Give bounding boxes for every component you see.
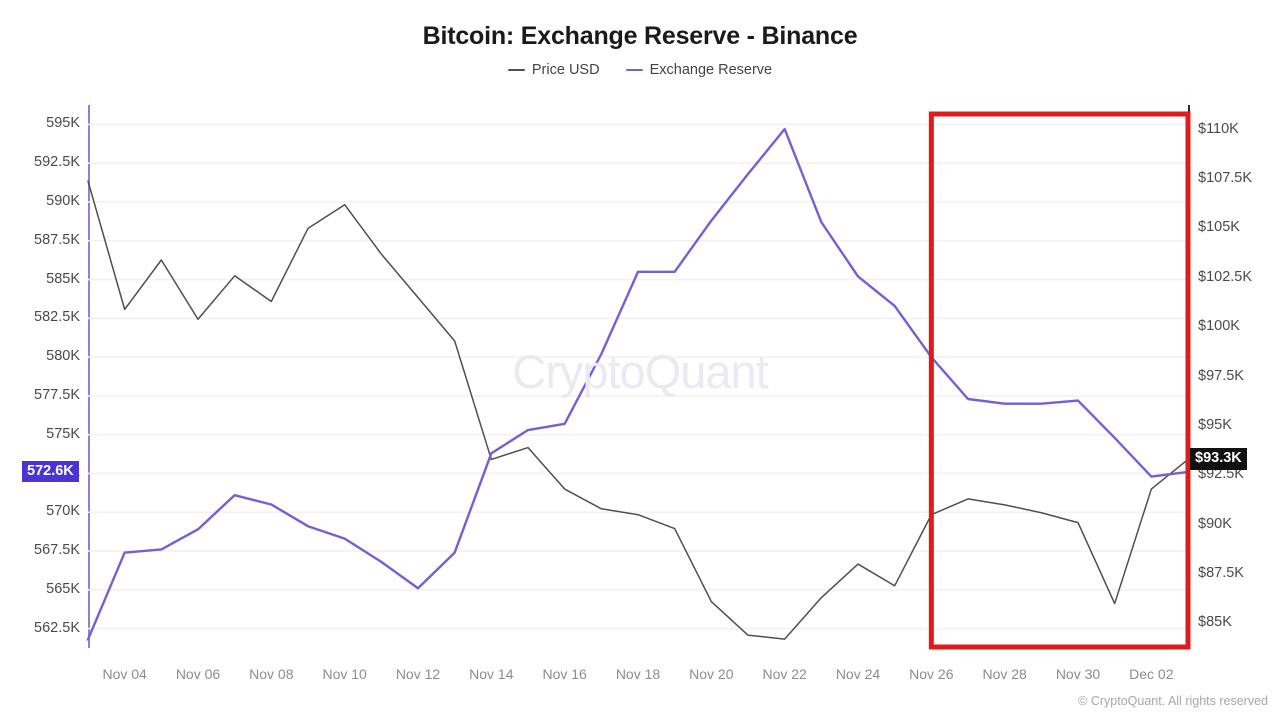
grid-lines	[88, 123, 1188, 630]
x-axis-tick: Nov 20	[689, 666, 734, 682]
copyright-notice: © CryptoQuant. All rights reserved	[1078, 694, 1268, 708]
legend-item-price-usd[interactable]: Price USD	[507, 62, 600, 78]
right-axis-tick: $102.5K	[1198, 268, 1253, 285]
x-axis-tick: Nov 30	[1055, 666, 1101, 682]
x-axis-tick: Nov 06	[175, 666, 221, 682]
x-axis-tick: Nov 12	[395, 666, 441, 682]
left-axis-tick: 577.5K	[34, 386, 80, 403]
right-axis-tick: $85K	[1198, 614, 1232, 631]
series-lines	[86, 127, 1190, 641]
left-axis-tick: 562.5K	[34, 619, 80, 636]
left-axis-tick: 567.5K	[34, 542, 80, 559]
x-axis-tick: Nov 10	[322, 666, 367, 682]
x-axis-tick: Nov 16	[542, 666, 587, 682]
x-axis-tick: Nov 24	[835, 666, 881, 682]
right-axis-tick: $107.5K	[1198, 170, 1253, 187]
x-axis-tick: Nov 18	[615, 666, 661, 682]
x-axis-tick: Nov 28	[982, 666, 1027, 682]
series-line-price-usd	[87, 180, 1189, 640]
x-axis-tick: Nov 22	[762, 666, 807, 682]
right-axis-tick: $87.5K	[1198, 564, 1244, 581]
red-highlight-box	[928, 111, 1191, 650]
right-axis-tick: $92.5K	[1198, 466, 1244, 483]
series-line-exchange-reserve	[86, 127, 1190, 641]
price-value-badge: $93.3K	[1190, 448, 1247, 470]
annotation-layer	[928, 111, 1191, 650]
left-axis-tick: 580K	[46, 348, 80, 365]
legend-label-exchange-reserve: Exchange Reserve	[649, 62, 773, 78]
left-axis-tick: 585K	[46, 270, 80, 287]
left-axis-tick: 590K	[46, 192, 80, 209]
right-y-axis: $110K $107.5K $105K $102.5K $100K $97.5K $95K $…	[1198, 0, 1280, 720]
left-axis-tick: 592.5K	[34, 154, 80, 171]
right-axis-tick: $100K	[1198, 318, 1240, 335]
line-swatch-icon	[507, 69, 525, 71]
legend-item-exchange-reserve[interactable]: Exchange Reserve	[625, 62, 773, 78]
legend-label-price-usd: Price USD	[531, 62, 600, 78]
x-axis-tick: Nov 04	[102, 666, 147, 682]
chart-title: Bitcoin: Exchange Reserve - Binance	[422, 22, 858, 50]
left-axis-tick: 565K	[46, 580, 80, 597]
x-axis-tick: Dec 02	[1129, 666, 1174, 682]
left-axis-spine	[88, 105, 90, 648]
reserve-value-badge: 572.6K	[22, 460, 79, 483]
left-axis-tick: 570K	[46, 503, 80, 520]
x-axis-tick: Nov 26	[909, 666, 954, 682]
right-axis-tick: $90K	[1198, 515, 1232, 532]
left-axis-tick: 575K	[46, 425, 80, 442]
line-swatch-icon	[625, 69, 643, 71]
right-axis-tick: $105K	[1198, 219, 1240, 236]
right-axis-tick: $97.5K	[1198, 367, 1244, 384]
left-axis-tick: 595K	[46, 115, 80, 132]
right-axis-tick: $110K	[1198, 120, 1239, 137]
left-axis-tick: 587.5K	[34, 231, 80, 248]
chart-legend: Price USD Exchange Reserve	[0, 62, 1280, 78]
plot-area	[86, 105, 1191, 650]
right-axis-tick: $95K	[1198, 416, 1232, 433]
left-axis-tick: 582.5K	[34, 309, 80, 326]
x-axis-tick: Nov 08	[249, 666, 294, 682]
x-axis-tick: Nov 14	[469, 666, 514, 682]
